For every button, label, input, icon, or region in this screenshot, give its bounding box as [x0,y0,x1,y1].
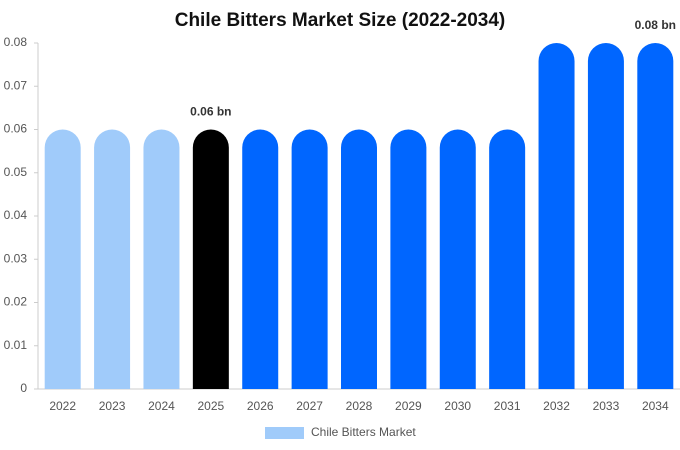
bar [192,129,229,389]
x-tick-label: 2031 [494,399,521,413]
legend-swatch [265,427,304,439]
y-tick-label: 0.04 [4,208,28,222]
y-tick-label: 0.03 [4,251,28,265]
bar [44,129,81,389]
x-tick-label: 2026 [247,399,274,413]
x-tick-label: 2027 [296,399,323,413]
bar [143,129,180,389]
x-tick-label: 2025 [197,399,224,413]
y-tick-label: 0.06 [4,122,28,136]
bar [242,129,279,389]
value-label: 0.08 bn [635,18,676,32]
bar [341,129,377,389]
x-tick-label: 2024 [148,399,175,413]
bar [291,129,328,389]
bar [390,129,427,389]
bar [94,129,131,389]
x-tick-label: 2034 [642,399,669,413]
value-label: 0.06 bn [190,105,231,119]
bar [637,43,674,389]
y-tick-label: 0.08 [4,35,28,49]
x-tick-label: 2032 [543,399,570,413]
y-tick-label: 0 [20,381,27,395]
bar [439,129,476,389]
legend-label: Chile Bitters Market [311,425,416,439]
y-tick-label: 0.02 [4,295,28,309]
x-tick-label: 2029 [395,399,422,413]
x-tick-label: 2028 [346,399,373,413]
bar [538,43,575,389]
y-tick-label: 0.01 [4,338,28,352]
bar [587,43,624,389]
x-tick-label: 2022 [49,399,76,413]
x-tick-label: 2033 [593,399,620,413]
y-tick-label: 0.05 [4,165,28,179]
bar [489,129,526,389]
x-tick-label: 2030 [444,399,471,413]
chart-title: Chile Bitters Market Size (2022-2034) [175,10,506,31]
y-tick-label: 0.07 [4,78,28,92]
x-tick-label: 2023 [99,399,126,413]
